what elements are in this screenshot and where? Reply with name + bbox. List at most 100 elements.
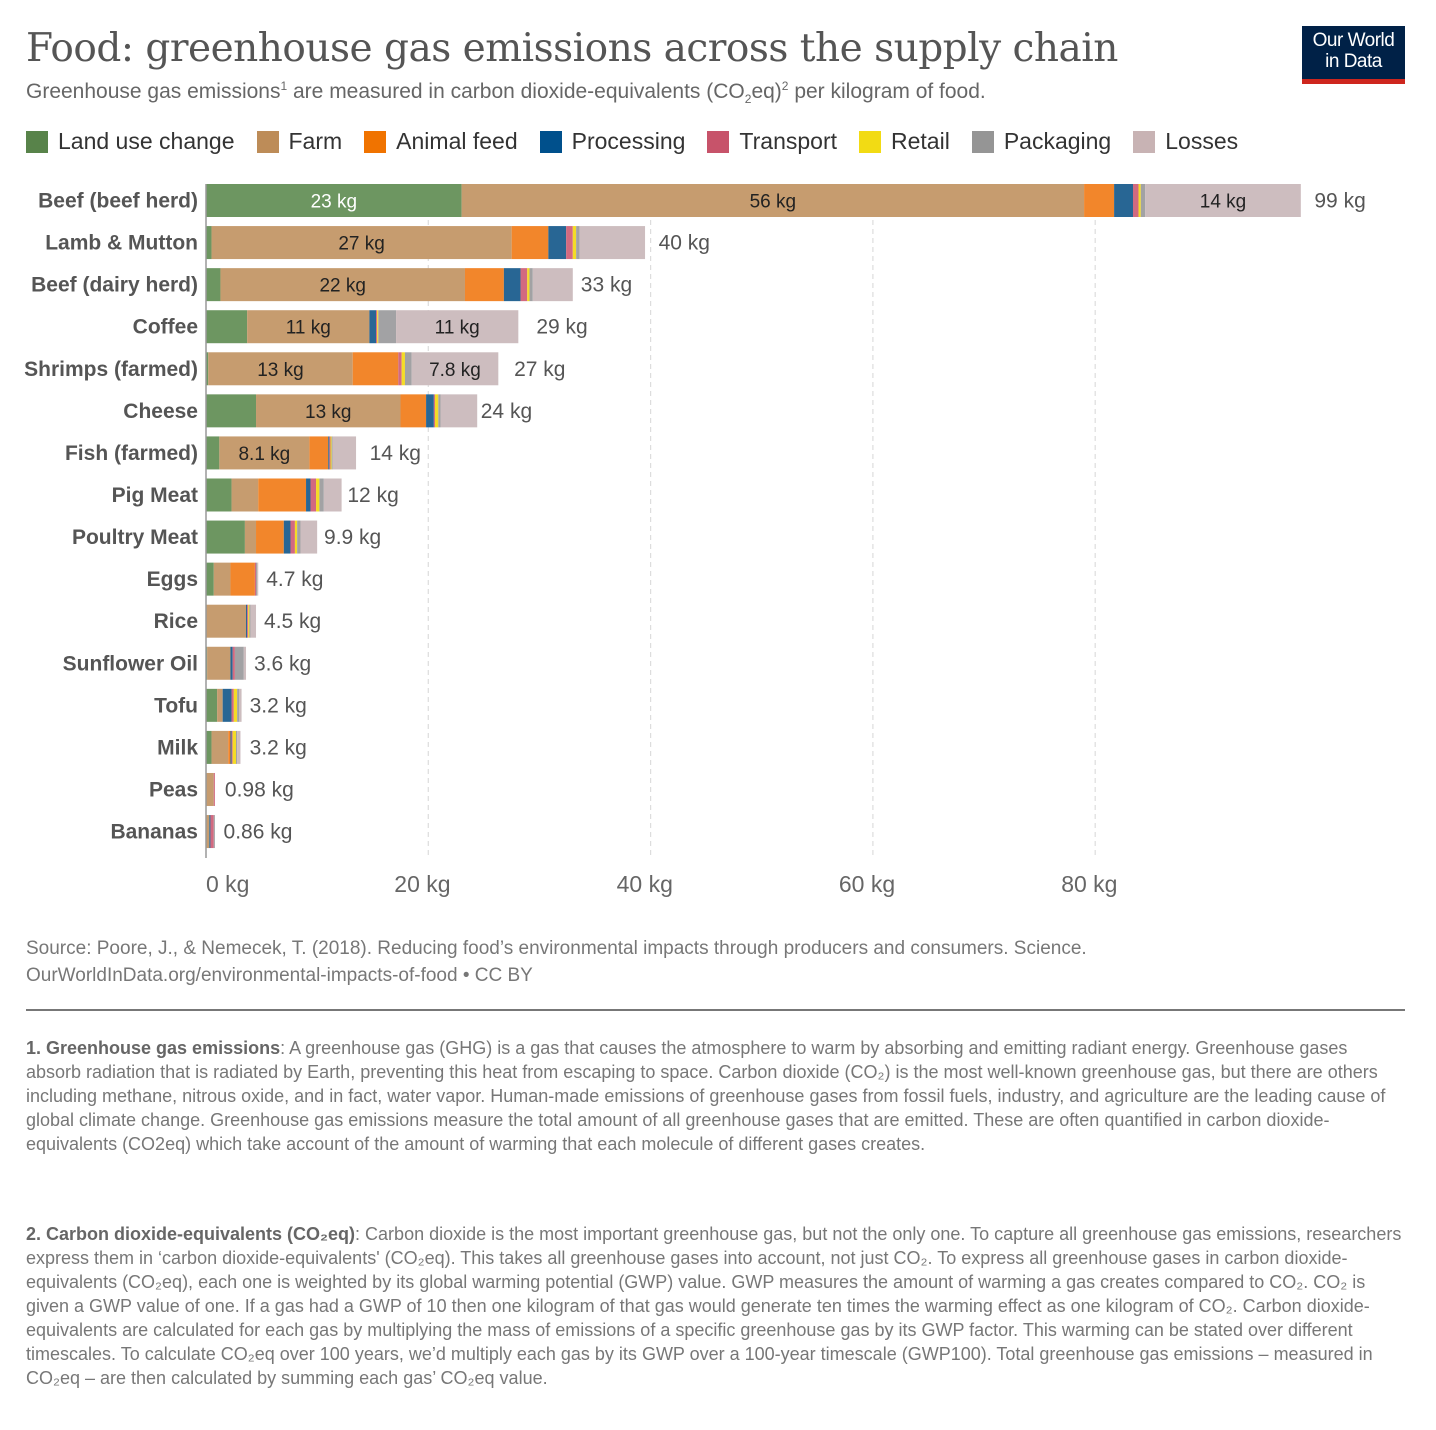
bar-segment-packaging[interactable] [234, 646, 244, 680]
bar-segment-losses[interactable] [250, 604, 257, 638]
legend-item-animal-feed[interactable]: Animal feed [364, 128, 518, 155]
bar-segment-processing[interactable] [222, 688, 232, 722]
bar-segment-packaging[interactable] [256, 562, 258, 596]
bar-segment-losses[interactable] [300, 520, 318, 554]
bar-segment-land-use-change[interactable] [206, 730, 212, 764]
bar-segment-animal-feed[interactable] [464, 268, 504, 302]
bar-segment-losses[interactable] [243, 646, 247, 680]
bar-segment-retail[interactable] [248, 604, 250, 638]
bar-segment-transport[interactable] [247, 604, 249, 638]
legend-item-losses[interactable]: Losses [1133, 128, 1238, 155]
bar-segment-losses[interactable] [579, 226, 646, 260]
bar-segment-retail[interactable] [233, 688, 238, 722]
legend-item-packaging[interactable]: Packaging [971, 128, 1111, 155]
bar-segment-farm[interactable] [219, 436, 310, 470]
bar-segment-farm[interactable] [244, 520, 257, 554]
bar-segment-processing[interactable] [230, 730, 232, 764]
bar-segment-retail[interactable] [434, 394, 439, 428]
bar-segment-retail[interactable] [401, 352, 405, 386]
bar-segment-animal-feed[interactable] [256, 520, 284, 554]
bar-segment-processing[interactable] [548, 226, 567, 260]
bar-segment-retail[interactable] [377, 310, 379, 344]
bar-segment-animal-feed[interactable] [511, 226, 549, 260]
bar-segment-processing[interactable] [283, 520, 291, 554]
bar-segment-processing[interactable] [1114, 184, 1133, 217]
footnote-ref-1[interactable]: 1 [280, 79, 288, 93]
bar-segment-losses[interactable] [323, 478, 342, 512]
bar-segment-animal-feed[interactable] [1084, 184, 1115, 217]
bar-segment-farm[interactable] [207, 646, 231, 680]
bar-segment-farm[interactable] [220, 268, 465, 302]
bar-segment-farm[interactable] [461, 184, 1085, 217]
bar-segment-processing[interactable] [426, 394, 434, 428]
bar-segment-transport[interactable] [329, 436, 331, 470]
bar-segment-processing[interactable] [503, 268, 521, 302]
bar-segment-retail[interactable] [232, 730, 237, 764]
legend-item-processing[interactable]: Processing [539, 128, 685, 155]
legend-item-farm[interactable]: Farm [256, 128, 342, 155]
bar-segment-land-use-change[interactable] [206, 478, 232, 512]
bar-segment-farm[interactable] [208, 352, 353, 386]
bar-segment-transport[interactable] [376, 310, 378, 344]
bar-segment-packaging[interactable] [378, 310, 397, 344]
bar-segment-packaging[interactable] [576, 226, 580, 260]
bar-segment-packaging[interactable] [213, 815, 215, 849]
bar-segment-land-use-change[interactable] [206, 268, 221, 302]
bar-segment-processing[interactable] [306, 478, 311, 512]
bar-segment-packaging[interactable] [236, 730, 238, 764]
bar-segment-losses[interactable] [237, 730, 241, 764]
bar-segment-packaging[interactable] [249, 604, 251, 638]
bar-segment-land-use-change[interactable] [206, 436, 220, 470]
bar-segment-transport[interactable] [520, 268, 528, 302]
owid-logo[interactable]: Our World in Data [1302, 26, 1405, 84]
bar-segment-land-use-change[interactable] [206, 394, 257, 428]
footnote-ref-2[interactable]: 2 [781, 79, 789, 93]
bar-segment-losses[interactable] [1145, 184, 1301, 217]
bar-segment-land-use-change[interactable] [206, 226, 212, 260]
bar-segment-losses[interactable] [411, 352, 499, 386]
source-link[interactable]: OurWorldInData.org/environmental-impacts… [26, 965, 533, 986]
bar-segment-transport[interactable] [231, 688, 234, 722]
bar-segment-animal-feed[interactable] [258, 478, 307, 512]
bar-segment-land-use-change[interactable] [206, 184, 462, 217]
bar-segment-transport[interactable] [310, 478, 317, 512]
bar-segment-animal-feed[interactable] [230, 562, 255, 596]
bar-segment-animal-feed[interactable] [400, 394, 427, 428]
bar-segment-losses[interactable] [332, 436, 357, 470]
bar-segment-retail[interactable] [316, 478, 320, 512]
bar-segment-retail[interactable] [294, 520, 298, 554]
bar-segment-losses[interactable] [532, 268, 573, 302]
bar-segment-losses[interactable] [257, 562, 259, 596]
legend-item-retail[interactable]: Retail [859, 128, 950, 155]
bar-segment-transport[interactable] [210, 815, 214, 849]
bar-segment-retail[interactable] [527, 268, 530, 302]
bar-segment-retail[interactable] [572, 226, 577, 260]
bar-segment-farm[interactable] [231, 478, 259, 512]
bar-segment-farm[interactable] [213, 562, 231, 596]
bar-segment-animal-feed[interactable] [352, 352, 399, 386]
legend-item-transport[interactable]: Transport [707, 128, 837, 155]
bar-segment-transport[interactable] [290, 520, 295, 554]
bar-segment-land-use-change[interactable] [206, 520, 245, 554]
bar-segment-farm[interactable] [247, 310, 370, 344]
bar-segment-packaging[interactable] [1140, 184, 1146, 217]
bar-segment-transport[interactable] [398, 352, 402, 386]
bar-segment-transport[interactable] [231, 730, 233, 764]
bar-segment-transport[interactable] [232, 646, 235, 680]
bar-segment-transport[interactable] [1132, 184, 1139, 217]
bar-segment-farm[interactable] [211, 226, 512, 260]
bar-segment-farm[interactable] [206, 772, 214, 806]
bar-segment-farm[interactable] [217, 688, 223, 722]
bar-segment-farm[interactable] [256, 394, 401, 428]
bar-segment-packaging[interactable] [529, 268, 533, 302]
bar-segment-transport[interactable] [566, 226, 573, 260]
bar-segment-processing[interactable] [230, 646, 233, 680]
bar-segment-farm[interactable] [206, 815, 210, 849]
bar-segment-transport[interactable] [433, 394, 435, 428]
bar-segment-farm[interactable] [211, 730, 229, 764]
bar-segment-animal-feed[interactable] [228, 730, 231, 764]
bar-segment-packaging[interactable] [297, 520, 301, 554]
bar-segment-losses[interactable] [440, 394, 478, 428]
bar-segment-losses[interactable] [239, 688, 242, 722]
bar-segment-packaging[interactable] [331, 436, 333, 470]
